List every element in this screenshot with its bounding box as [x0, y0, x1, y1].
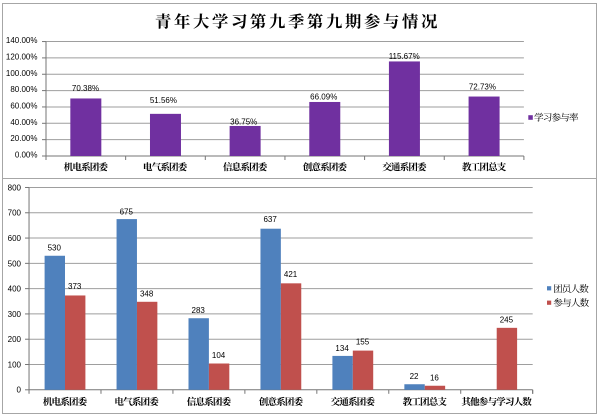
svg-text:100: 100	[8, 360, 22, 369]
svg-text:70.38%: 70.38%	[72, 84, 99, 93]
svg-text:800: 800	[8, 183, 22, 192]
svg-text:155: 155	[356, 337, 370, 346]
svg-text:245: 245	[500, 316, 514, 325]
svg-text:115.67%: 115.67%	[389, 52, 420, 61]
svg-text:140.00%: 140.00%	[6, 36, 38, 45]
svg-text:300: 300	[8, 310, 22, 319]
svg-text:60.00%: 60.00%	[10, 101, 37, 110]
svg-text:22: 22	[410, 372, 419, 381]
svg-text:120.00%: 120.00%	[6, 52, 38, 61]
svg-text:0.00%: 0.00%	[15, 151, 38, 160]
svg-text:675: 675	[120, 207, 134, 216]
svg-text:100.00%: 100.00%	[6, 69, 38, 78]
svg-text:500: 500	[8, 259, 22, 268]
svg-text:530: 530	[48, 243, 62, 252]
svg-text:373: 373	[68, 282, 82, 291]
svg-text:0: 0	[17, 386, 22, 395]
svg-text:36.75%: 36.75%	[230, 118, 257, 127]
svg-text:16: 16	[430, 374, 439, 383]
svg-text:72.73%: 72.73%	[469, 83, 496, 92]
svg-text:80.00%: 80.00%	[10, 85, 37, 94]
svg-text:348: 348	[140, 289, 154, 298]
svg-text:134: 134	[335, 344, 349, 353]
svg-text:700: 700	[8, 209, 22, 218]
svg-text:20.00%: 20.00%	[10, 134, 37, 143]
svg-text:421: 421	[284, 270, 298, 279]
svg-text:66.09%: 66.09%	[310, 92, 337, 101]
svg-text:104: 104	[212, 351, 226, 360]
svg-text:637: 637	[263, 215, 277, 224]
svg-text:51.56%: 51.56%	[150, 96, 177, 105]
svg-text:200: 200	[8, 335, 22, 344]
svg-text:600: 600	[8, 234, 22, 243]
svg-text:40.00%: 40.00%	[10, 118, 37, 127]
svg-text:400: 400	[8, 285, 22, 294]
svg-text:283: 283	[192, 306, 206, 315]
